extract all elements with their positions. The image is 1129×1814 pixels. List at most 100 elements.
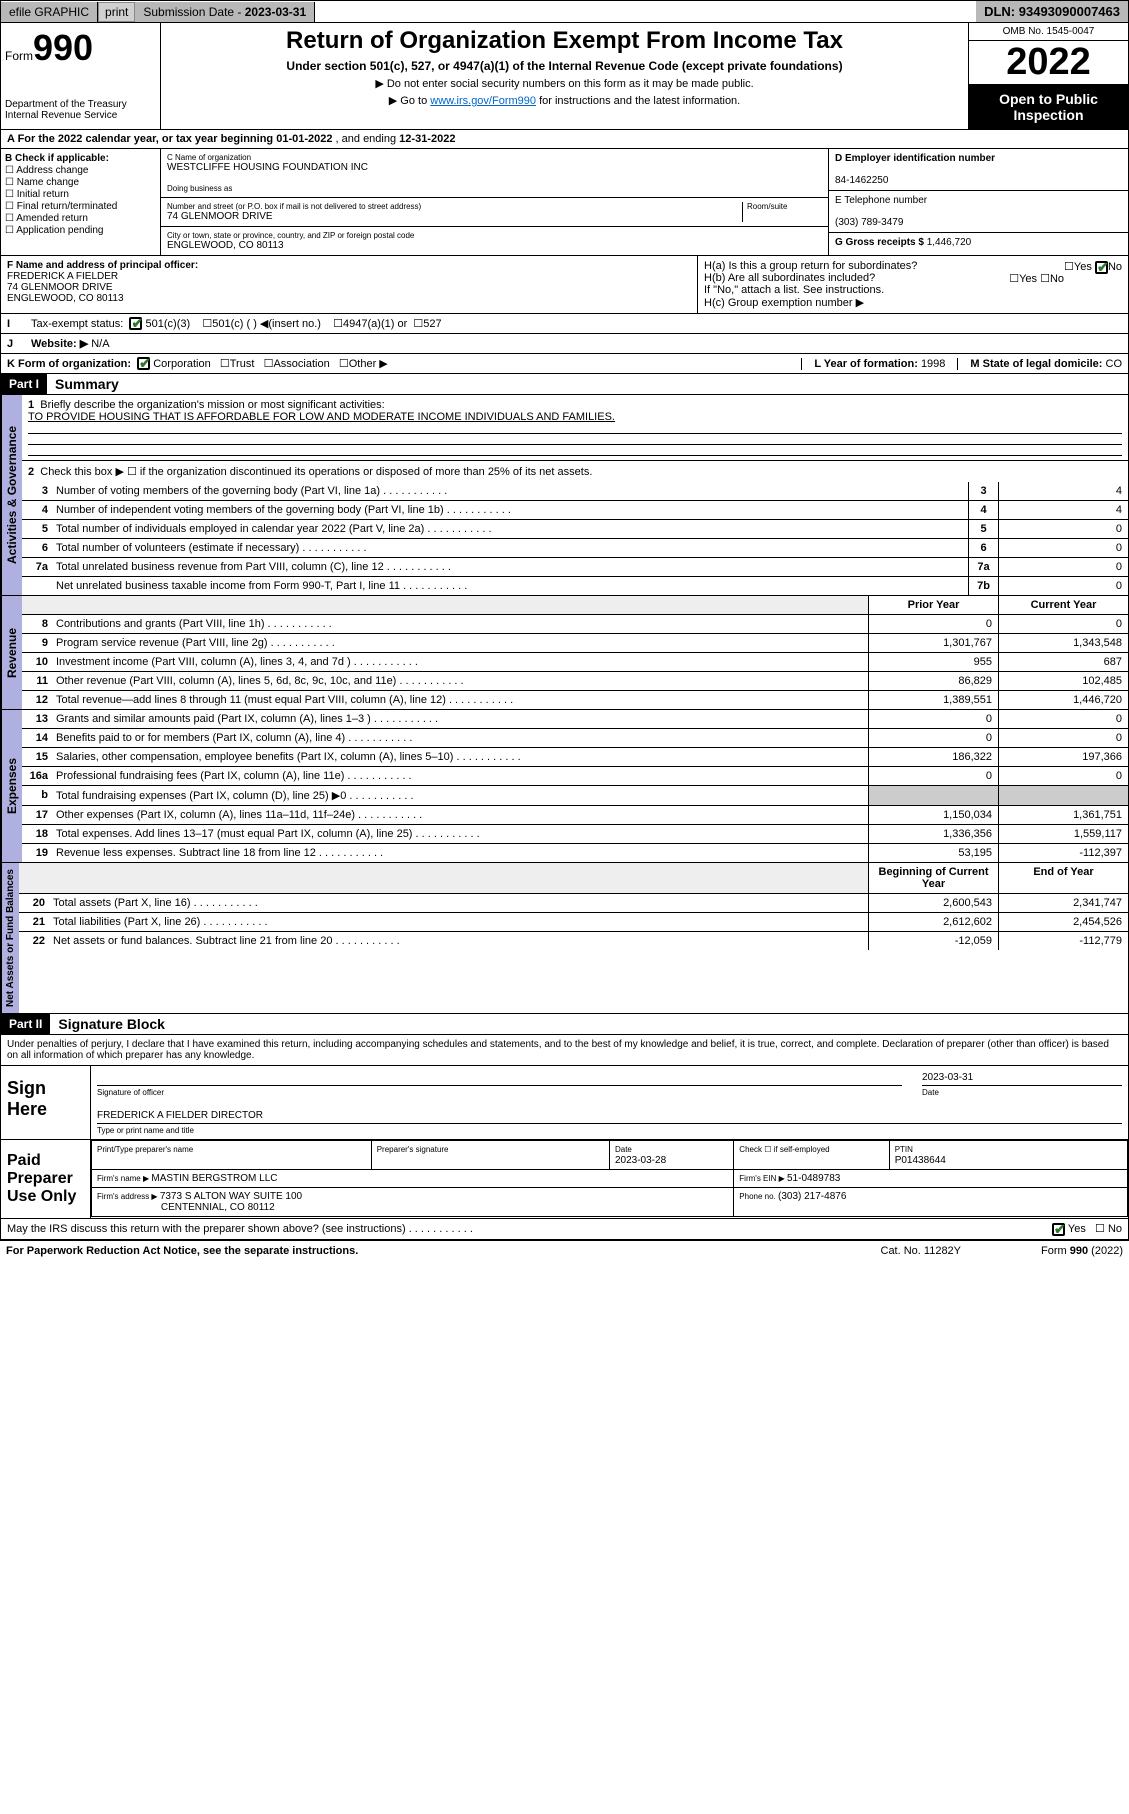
org-city: ENGLEWOOD, CO 80113 — [167, 240, 822, 251]
discuss-yes-checkbox[interactable] — [1052, 1223, 1065, 1236]
paid-preparer-content: Print/Type preparer's name Preparer's si… — [91, 1140, 1128, 1218]
form-note-1: ▶ Do not enter social security numbers o… — [169, 77, 960, 90]
chk-address-change[interactable]: ☐ Address change — [5, 165, 156, 176]
ein-value: 84-1462250 — [835, 175, 888, 186]
table-row: 14Benefits paid to or for members (Part … — [22, 729, 1128, 748]
irs-link[interactable]: www.irs.gov/Form990 — [430, 95, 536, 107]
table-row: Print/Type preparer's name Preparer's si… — [92, 1141, 1128, 1170]
header-right: OMB No. 1545-0047 2022 Open to Public In… — [968, 23, 1128, 129]
table-row: 22Net assets or fund balances. Subtract … — [19, 932, 1128, 950]
chk-final-return[interactable]: ☐ Final return/terminated — [5, 201, 156, 212]
table-row: 19Revenue less expenses. Subtract line 1… — [22, 844, 1128, 862]
part1-header: Part I Summary — [0, 374, 1129, 395]
open-public-badge: Open to Public Inspection — [969, 85, 1128, 129]
org-addr-row: Number and street (or P.O. box if mail i… — [161, 198, 828, 227]
netassets-header-row: Beginning of Current Year End of Year — [19, 863, 1128, 894]
table-row: 4Number of independent voting members of… — [22, 501, 1128, 520]
netassets-block: Net Assets or Fund Balances Beginning of… — [0, 863, 1129, 1014]
sign-here-row: Sign Here Signature of officer 2023-03-3… — [0, 1066, 1129, 1140]
table-row: Net unrelated business taxable income fr… — [22, 577, 1128, 595]
topbar: efile GRAPHIC print Submission Date - 20… — [0, 0, 1129, 23]
form-note-2: ▶ Go to www.irs.gov/Form990 for instruct… — [169, 94, 960, 107]
ptin-value: P01438644 — [895, 1155, 946, 1166]
print-button[interactable]: print — [98, 2, 135, 22]
row-i-tax-status: I Tax-exempt status: 501(c)(3) ☐ 501(c) … — [0, 314, 1129, 334]
table-row: 13Grants and similar amounts paid (Part … — [22, 710, 1128, 729]
table-row: 10Investment income (Part VIII, column (… — [22, 653, 1128, 672]
row-j-website: J Website: ▶ N/A — [0, 334, 1129, 354]
dln: DLN: 93493090007463 — [976, 1, 1128, 22]
row-klm: K Form of organization: Corporation ☐ Tr… — [0, 354, 1129, 374]
revenue-header-row: Prior Year Current Year — [22, 596, 1128, 615]
gross-receipts-value: 1,446,720 — [927, 237, 972, 248]
table-row: 8Contributions and grants (Part VIII, li… — [22, 615, 1128, 634]
revenue-content: Prior Year Current Year 8Contributions a… — [22, 596, 1128, 709]
table-row: 16aProfessional fundraising fees (Part I… — [22, 767, 1128, 786]
firm-phone: (303) 217-4876 — [778, 1191, 846, 1202]
table-row: 15Salaries, other compensation, employee… — [22, 748, 1128, 767]
footer-cat: Cat. No. 11282Y — [881, 1245, 962, 1257]
footer: For Paperwork Reduction Act Notice, see … — [0, 1240, 1129, 1261]
footer-form: Form 990 (2022) — [1041, 1245, 1123, 1257]
prep-date: 2023-03-28 — [615, 1155, 666, 1166]
table-row: Firm's address ▶ 7373 S ALTON WAY SUITE … — [92, 1188, 1128, 1217]
table-row: 11Other revenue (Part VIII, column (A), … — [22, 672, 1128, 691]
org-street: 74 GLENMOOR DRIVE — [167, 211, 742, 222]
website-value: N/A — [91, 338, 109, 350]
expenses-block: Expenses 13Grants and similar amounts pa… — [0, 710, 1129, 863]
discuss-row: May the IRS discuss this return with the… — [0, 1219, 1129, 1240]
officer-printed-name: FREDERICK A FIELDER DIRECTOR — [97, 1108, 1122, 1124]
revenue-block: Revenue Prior Year Current Year 8Contrib… — [0, 596, 1129, 710]
gross-receipts-row: G Gross receipts $ 1,446,720 — [829, 233, 1128, 252]
submission-date: Submission Date - 2023-03-31 — [135, 2, 315, 22]
sig-date: 2023-03-31 — [922, 1070, 1122, 1086]
preparer-table: Print/Type preparer's name Preparer's si… — [91, 1140, 1128, 1217]
form-subtitle: Under section 501(c), 527, or 4947(a)(1)… — [169, 59, 960, 73]
section-fh: F Name and address of principal officer:… — [0, 256, 1129, 314]
expenses-content: 13Grants and similar amounts paid (Part … — [22, 710, 1128, 862]
chk-initial-return[interactable]: ☐ Initial return — [5, 189, 156, 200]
governance-block: Activities & Governance 1 Briefly descri… — [0, 395, 1129, 596]
phone-row: E Telephone number (303) 789-3479 — [829, 191, 1128, 233]
form-number: Form990 — [5, 27, 156, 69]
state-domicile: CO — [1106, 358, 1123, 370]
line-1: 1 Briefly describe the organization's mi… — [22, 395, 1128, 461]
omb-number: OMB No. 1545-0047 — [969, 23, 1128, 41]
chk-name-change[interactable]: ☐ Name change — [5, 177, 156, 188]
efile-label: efile GRAPHIC — [1, 2, 98, 22]
governance-content: 1 Briefly describe the organization's mi… — [22, 395, 1128, 595]
dept-treasury: Department of the Treasury — [5, 99, 156, 110]
phone-value: (303) 789-3479 — [835, 217, 903, 228]
ha-no-checkbox[interactable] — [1095, 261, 1108, 274]
chk-501c3[interactable] — [129, 317, 142, 330]
table-row: 18Total expenses. Add lines 13–17 (must … — [22, 825, 1128, 844]
table-row: 17Other expenses (Part IX, column (A), l… — [22, 806, 1128, 825]
org-name-row: C Name of organization WESTCLIFFE HOUSIN… — [161, 149, 828, 198]
line-2: 2 Check this box ▶ ☐ if the organization… — [22, 461, 1128, 482]
chk-amended-return[interactable]: ☐ Amended return — [5, 213, 156, 224]
col-c-org-info: C Name of organization WESTCLIFFE HOUSIN… — [161, 149, 828, 255]
firm-name: MASTIN BERGSTROM LLC — [151, 1173, 277, 1184]
table-row: bTotal fundraising expenses (Part IX, co… — [22, 786, 1128, 806]
chk-application-pending[interactable]: ☐ Application pending — [5, 225, 156, 236]
chk-corporation[interactable] — [137, 357, 150, 370]
tab-governance: Activities & Governance — [1, 395, 22, 595]
group-return: H(a) Is this a group return for subordin… — [698, 256, 1128, 313]
org-name: WESTCLIFFE HOUSING FOUNDATION INC — [167, 162, 822, 173]
table-row: 9Program service revenue (Part VIII, lin… — [22, 634, 1128, 653]
header-mid: Return of Organization Exempt From Incom… — [161, 23, 968, 129]
table-row: Firm's name ▶ MASTIN BERGSTROM LLC Firm'… — [92, 1170, 1128, 1188]
ein-row: D Employer identification number 84-1462… — [829, 149, 1128, 191]
officer-name: FREDERICK A FIELDER — [7, 271, 118, 282]
h-a: H(a) Is this a group return for subordin… — [704, 260, 1122, 272]
tab-revenue: Revenue — [1, 596, 22, 709]
table-row: 5Total number of individuals employed in… — [22, 520, 1128, 539]
signature-declaration: Under penalties of perjury, I declare th… — [0, 1035, 1129, 1066]
principal-officer: F Name and address of principal officer:… — [1, 256, 698, 313]
table-row: 7aTotal unrelated business revenue from … — [22, 558, 1128, 577]
org-city-row: City or town, state or province, country… — [161, 227, 828, 255]
h-b-note: If "No," attach a list. See instructions… — [704, 284, 1122, 296]
year-formation: 1998 — [921, 358, 945, 370]
col-d-right: D Employer identification number 84-1462… — [828, 149, 1128, 255]
paid-preparer-row: Paid Preparer Use Only Print/Type prepar… — [0, 1140, 1129, 1219]
